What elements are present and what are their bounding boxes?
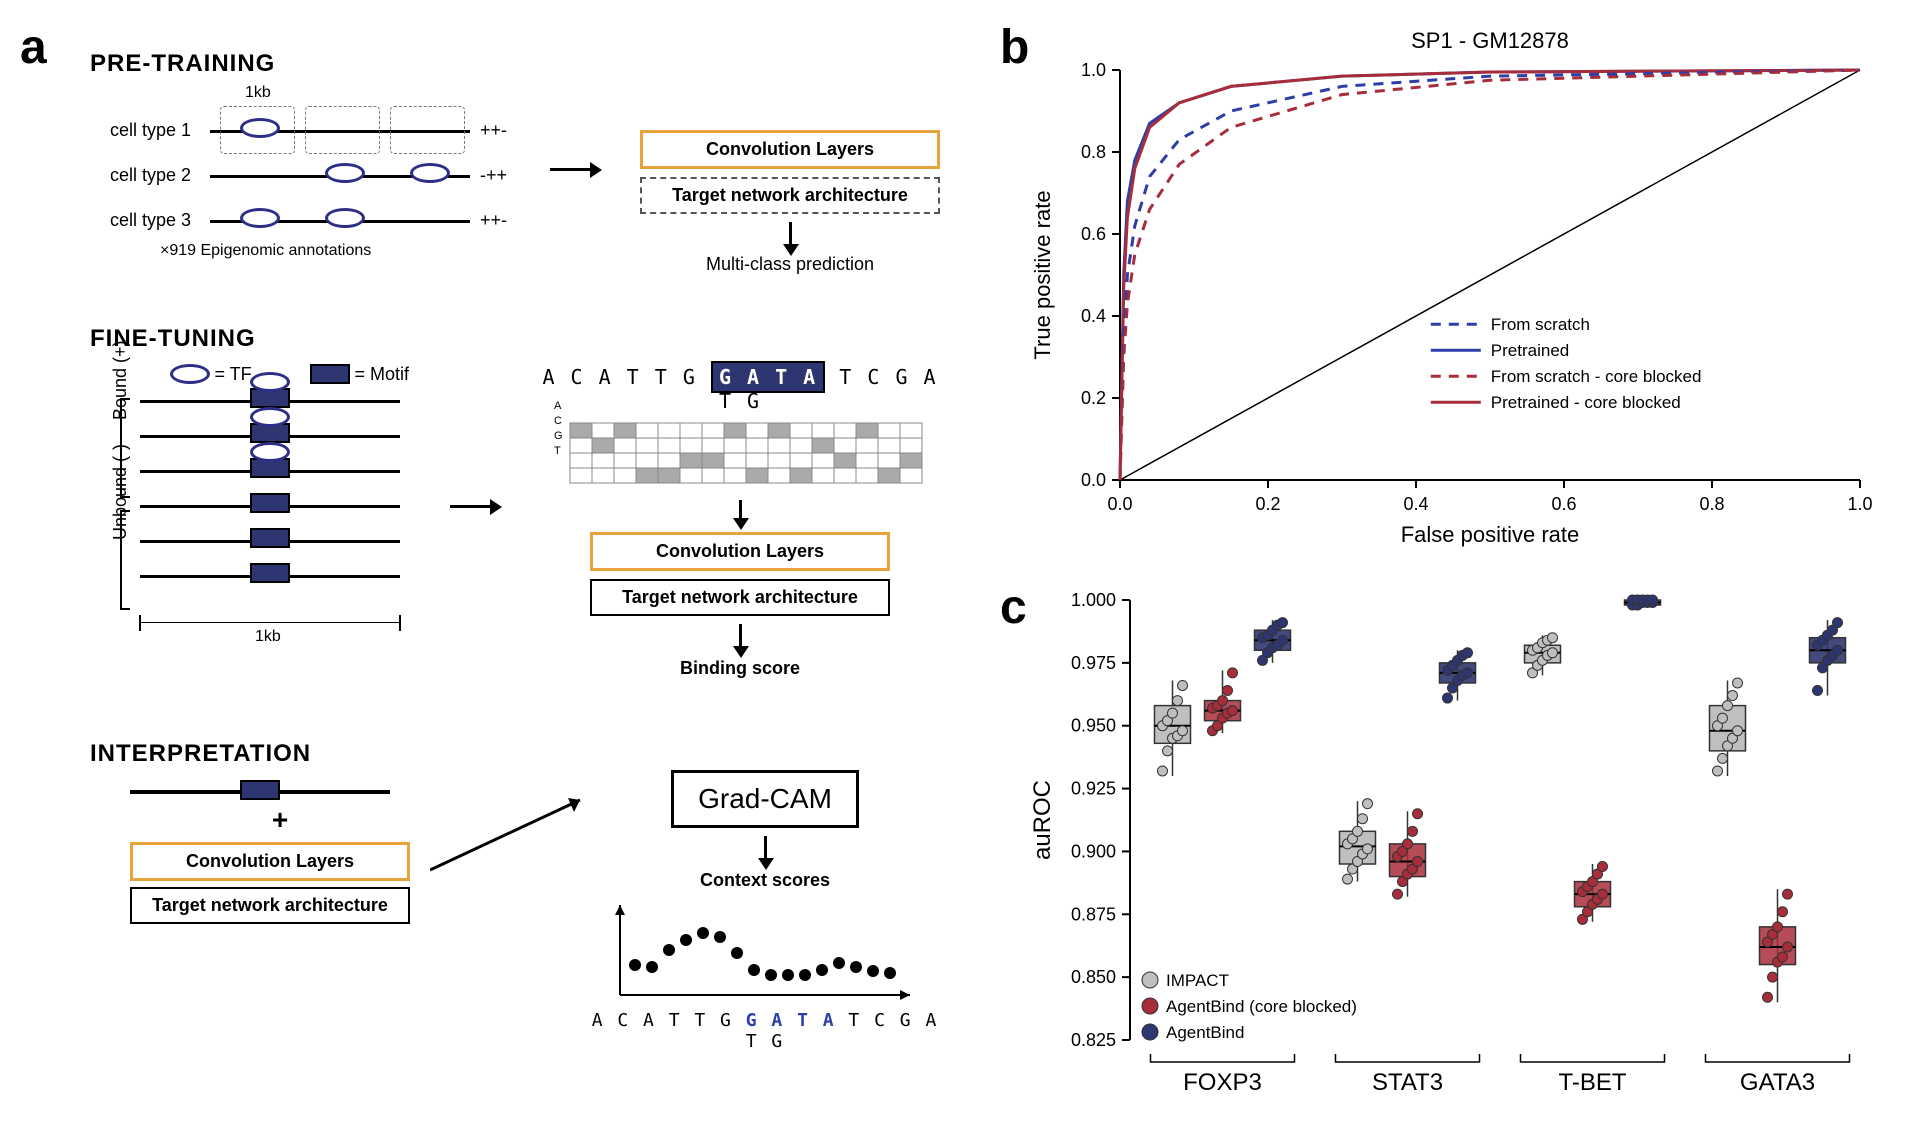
arrow-icon bbox=[739, 500, 742, 518]
context-label: Context scores bbox=[590, 870, 940, 891]
arrow-icon bbox=[450, 505, 490, 508]
region-box bbox=[390, 106, 465, 154]
svg-text:0.825: 0.825 bbox=[1071, 1030, 1116, 1050]
svg-text:0.950: 0.950 bbox=[1071, 716, 1116, 736]
svg-text:T-BET: T-BET bbox=[1558, 1069, 1626, 1096]
arrow-icon bbox=[430, 790, 610, 890]
legend-tf-text: = TF bbox=[214, 364, 251, 384]
motif-icon bbox=[240, 780, 280, 800]
cell2-label: cell type 2 bbox=[110, 165, 191, 186]
cell1-signs: ++- bbox=[480, 120, 507, 141]
svg-text:1.0: 1.0 bbox=[1847, 494, 1872, 514]
context-plot bbox=[600, 895, 930, 1015]
svg-text:0.850: 0.850 bbox=[1071, 967, 1116, 987]
svg-text:0.8: 0.8 bbox=[1081, 142, 1106, 162]
svg-text:From scratch: From scratch bbox=[1491, 315, 1590, 334]
svg-text:0.900: 0.900 bbox=[1071, 841, 1116, 861]
svg-text:0.4: 0.4 bbox=[1403, 494, 1428, 514]
legend-motif-text: = Motif bbox=[354, 364, 409, 384]
conv-box: Convolution Layers bbox=[590, 532, 890, 571]
svg-text:0.4: 0.4 bbox=[1081, 306, 1106, 326]
arrow-icon bbox=[764, 836, 767, 858]
svg-text:GATA3: GATA3 bbox=[1740, 1069, 1815, 1096]
svg-text:0.6: 0.6 bbox=[1551, 494, 1576, 514]
boxplot-chart: 0.825 0.850 0.875 0.900 0.925 0.950 0.975 1.000… bbox=[1020, 580, 1890, 1110]
pretraining-title: PRE-TRAINING bbox=[90, 50, 275, 78]
sequence: A C A T T G G A T A T C G A T G bbox=[590, 1010, 940, 1052]
svg-text:FOXP3: FOXP3 bbox=[1183, 1069, 1262, 1096]
target-box: Target network architecture bbox=[590, 579, 890, 616]
multiclass-label: Multi-class prediction bbox=[620, 254, 960, 275]
gata-motif: G A T A bbox=[711, 361, 825, 393]
tf-oval-icon bbox=[325, 208, 365, 228]
svg-text:1.000: 1.000 bbox=[1071, 590, 1116, 610]
finetune-network: A C A T T G G A T A T C G A T G A C G T … bbox=[530, 365, 950, 679]
svg-text:1.0: 1.0 bbox=[1081, 60, 1106, 80]
cell3-signs: ++- bbox=[480, 210, 507, 231]
panel-a-label: a bbox=[20, 20, 47, 75]
conv-box: Convolution Layers bbox=[130, 842, 410, 881]
binding-label: Binding score bbox=[530, 658, 950, 679]
svg-text:From scratch - core blocked: From scratch - core blocked bbox=[1491, 367, 1702, 386]
svg-text:0.0: 0.0 bbox=[1107, 494, 1132, 514]
roc-chart: SP1 - GM12878 0.00.0 0.2 0.2 0.4 0.4 0.6 0.6 0.8… bbox=[1020, 20, 1890, 560]
svg-text:AgentBind (core blocked): AgentBind (core blocked) bbox=[1166, 997, 1357, 1016]
cell2-signs: -++ bbox=[480, 165, 507, 186]
tf-oval-icon bbox=[410, 163, 450, 183]
nuc-labels: A C G T bbox=[554, 399, 563, 459]
cell1-label: cell type 1 bbox=[110, 120, 191, 141]
region-box bbox=[220, 106, 295, 154]
pretrain-network: Convolution Layers Target network archit… bbox=[620, 130, 960, 275]
svg-text:False positive rate: False positive rate bbox=[1401, 522, 1580, 547]
svg-text:Pretrained - core blocked: Pretrained - core blocked bbox=[1491, 393, 1681, 412]
panel-c: 0.825 0.850 0.875 0.900 0.925 0.950 0.975 1.000… bbox=[1020, 580, 1890, 1110]
panel-a: PRE-TRAINING 1kb cell type 1 ++- cell ty… bbox=[50, 20, 1010, 1112]
kb-label: 1kb bbox=[255, 628, 281, 646]
annotations-label: ×919 Epigenomic annotations bbox=[160, 242, 371, 260]
kb-label: 1kb bbox=[245, 84, 271, 102]
arrow-icon bbox=[550, 168, 590, 171]
gata-text: G A T A bbox=[746, 1010, 836, 1031]
target-box: Target network architecture bbox=[640, 177, 940, 214]
arrow-icon bbox=[739, 624, 742, 646]
panel-b: SP1 - GM12878 0.00.0 0.2 0.2 0.4 0.4 0.6 0.6 0.8… bbox=[1020, 20, 1890, 560]
cell3-label: cell type 3 bbox=[110, 210, 191, 231]
interp-left: + Convolution Layers Target network arch… bbox=[130, 780, 430, 924]
svg-text:0.2: 0.2 bbox=[1255, 494, 1280, 514]
svg-text:0.8: 0.8 bbox=[1699, 494, 1724, 514]
region-box bbox=[305, 106, 380, 154]
gradcam-box: Grad-CAM bbox=[671, 770, 859, 828]
svg-text:Pretrained: Pretrained bbox=[1491, 341, 1569, 360]
svg-text:STAT3: STAT3 bbox=[1372, 1069, 1443, 1096]
target-box: Target network architecture bbox=[130, 887, 410, 924]
scale-bar bbox=[140, 622, 400, 623]
svg-text:0.0: 0.0 bbox=[1081, 470, 1106, 490]
onehot-grid bbox=[530, 419, 950, 489]
arrow-icon bbox=[789, 222, 792, 244]
sequence: A C A T T G G A T A T C G A T G bbox=[530, 365, 950, 413]
interp-right: Grad-CAM Context scores A C A T T G G A … bbox=[590, 770, 940, 1052]
svg-text:0.875: 0.875 bbox=[1071, 904, 1116, 924]
svg-text:0.975: 0.975 bbox=[1071, 653, 1116, 673]
svg-text:True positive rate: True positive rate bbox=[1030, 190, 1055, 359]
tf-oval-icon bbox=[325, 163, 365, 183]
svg-text:IMPACT: IMPACT bbox=[1166, 971, 1229, 990]
finetune-diagram: = TF = Motif Bound (+) Unbound (-) 1kb bbox=[110, 360, 550, 660]
svg-text:0.2: 0.2 bbox=[1081, 388, 1106, 408]
interpretation-title: INTERPRETATION bbox=[90, 740, 311, 768]
legend-tf: = TF bbox=[170, 360, 252, 385]
svg-text:0.6: 0.6 bbox=[1081, 224, 1106, 244]
svg-text:0.925: 0.925 bbox=[1071, 779, 1116, 799]
figure-container: a b c PRE-TRAINING 1kb cell type 1 ++- c… bbox=[20, 20, 1900, 1112]
bracket-icon bbox=[120, 510, 130, 610]
pretrain-diagram: 1kb cell type 1 ++- cell type 2 -++ cell… bbox=[110, 90, 530, 270]
legend-motif: = Motif bbox=[310, 360, 409, 385]
svg-text:SP1 - GM12878: SP1 - GM12878 bbox=[1411, 28, 1569, 53]
tf-oval-icon bbox=[240, 208, 280, 228]
svg-text:auROC: auROC bbox=[1029, 780, 1056, 860]
conv-box: Convolution Layers bbox=[640, 130, 940, 169]
svg-text:AgentBind: AgentBind bbox=[1166, 1023, 1244, 1042]
plus-icon: + bbox=[130, 804, 430, 836]
